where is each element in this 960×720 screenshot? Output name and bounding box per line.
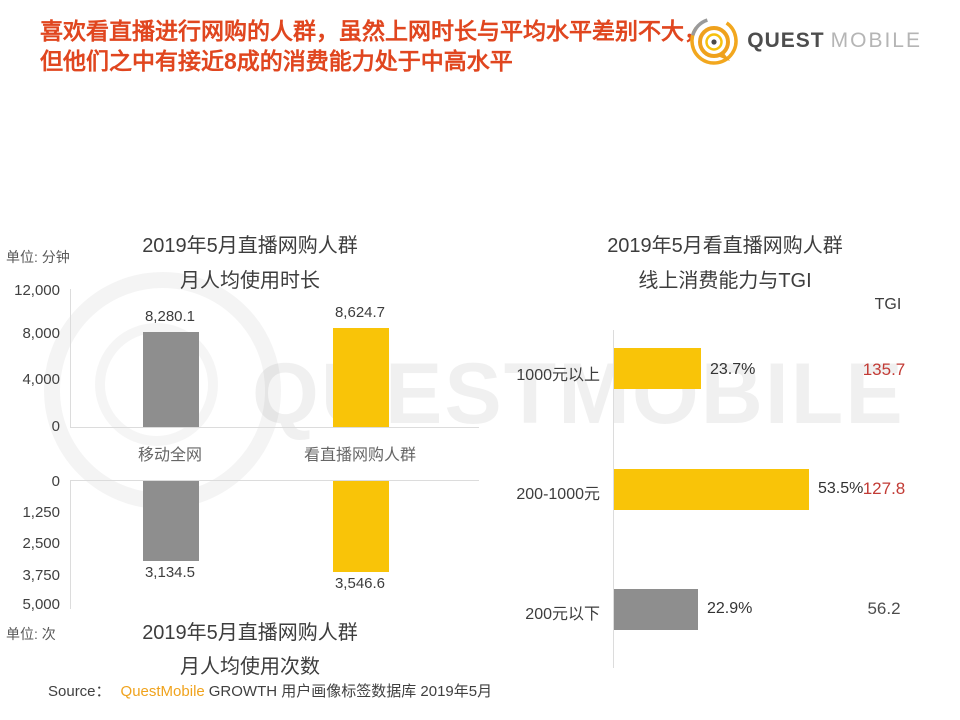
chart3-tgi-over-1000: 135.7 [862, 360, 906, 379]
chart2-bar-mobile-total [143, 481, 199, 561]
page-title: 喜欢看直播进行网购的人群，虽然上网时长与平均水平差别不大， 但他们之中有接近8成… [40, 16, 740, 76]
chart3-tgi-under-200: 56.2 [867, 599, 901, 618]
chart1-value-mobile-total: 8,280.1 [144, 308, 196, 325]
chart1-bar-mobile-total [143, 332, 199, 427]
chart2-ytick-0: 0 [51, 473, 60, 490]
chart3-percent-over-1000: 23.7% [710, 361, 756, 378]
chart2-title-line2: 月人均使用次数 [180, 656, 320, 678]
logo-text-quest: QUEST [747, 29, 825, 52]
chart2-plot-area [70, 480, 479, 609]
chart3-title-line1: 2019年5月看直播网购人群 [607, 235, 843, 257]
watermark-logo-inner-ring [95, 323, 218, 446]
source-brand: QuestMobile [120, 683, 205, 700]
chart2-ytick-5000: 5,000 [22, 596, 60, 613]
questmobile-logo-icon [690, 17, 739, 65]
chart1-ytick-12000: 12,000 [14, 282, 60, 299]
chart3-label-under-200: 200元以下 [525, 606, 600, 623]
chart1-title-line1: 2019年5月直播网购人群 [142, 235, 358, 257]
chart3-bar-under-200 [614, 589, 698, 630]
chart3-label-over-1000: 1000元以上 [516, 367, 600, 384]
chart2-value-livestream-shoppers: 3,546.6 [334, 575, 386, 592]
chart1-plot-area [70, 289, 479, 428]
chart2-title-line1: 2019年5月直播网购人群 [142, 622, 358, 644]
chart2-ytick-1250: 1,250 [22, 504, 60, 521]
chart2-bar-livestream-shoppers [333, 481, 389, 572]
category-label-livestream-shoppers: 看直播网购人群 [303, 447, 416, 464]
page-title-line1: 喜欢看直播进行网购的人群，虽然上网时长与平均水平差别不大， [40, 18, 707, 44]
questmobile-logo: QUEST MOBILE [687, 14, 922, 68]
chart3-percent-200-1000: 53.5% [818, 480, 864, 497]
chart1-ytick-0: 0 [51, 418, 60, 435]
chart2-ytick-3750: 3,750 [22, 567, 60, 584]
chart3-percent-under-200: 22.9% [707, 600, 753, 617]
chart1-value-livestream-shoppers: 8,624.7 [334, 304, 386, 321]
source-text: GROWTH 用户画像标签数据库 2019年5月 [208, 683, 493, 700]
chart2-ytick-2500: 2,500 [22, 535, 60, 552]
chart3-title-line2: 线上消费能力与TGI [638, 270, 812, 292]
chart1-unit-label: 单位: 分钟 [6, 249, 70, 265]
chart2-unit-label: 单位: 次 [6, 626, 56, 642]
source-label: Source： [48, 683, 111, 700]
chart3-bar-over-1000 [614, 348, 701, 389]
source-line: Source： QuestMobile GROWTH 用户画像标签数据库 2019年… [48, 680, 492, 701]
chart1-title-line2: 月人均使用时长 [180, 270, 320, 292]
chart1-ytick-8000: 8,000 [22, 325, 60, 342]
chart2-value-mobile-total: 3,134.5 [144, 564, 196, 581]
chart3-tgi-200-1000: 127.8 [862, 479, 906, 498]
page-title-line2: 但他们之中有接近8成的消费能力处于中高水平 [40, 48, 513, 74]
chart3-label-200-1000: 200-1000元 [516, 486, 600, 503]
category-label-mobile-total: 移动全网 [137, 447, 202, 464]
chart1-bar-livestream-shoppers [333, 328, 389, 427]
chart1-ytick-4000: 4,000 [22, 371, 60, 388]
logo-text-mobile: MOBILE [830, 29, 922, 52]
chart3-bar-200-1000 [614, 469, 809, 510]
chart3-axis-line [613, 330, 614, 668]
chart3-tgi-column-header: TGI [874, 296, 902, 313]
